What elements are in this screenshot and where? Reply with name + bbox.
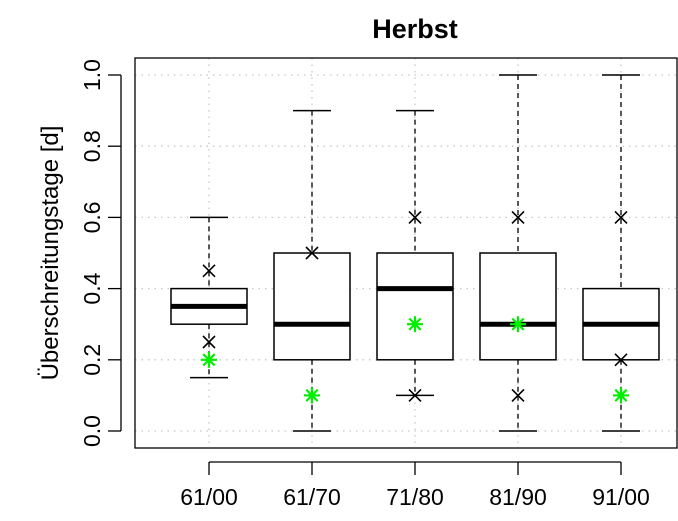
x-tick-label: 71/80 [386,484,444,510]
cross-stroke [614,353,628,367]
x-tick-label: 91/00 [592,484,650,510]
star-stroke [511,317,525,331]
cross-marker [614,353,628,367]
y-tick-label: 0.4 [79,272,105,304]
cross-stroke [408,388,422,402]
box-rect [479,252,557,361]
box-rect [376,252,454,361]
star-stroke [305,388,319,402]
x-axis: 61/00 61/70 71/80 81/90 91/00 [180,461,650,510]
y-axis: 0.0 0.2 0.4 0.6 0.8 1.0 [79,59,122,447]
y-tick-label: 1.0 [79,59,105,91]
cross-stroke [614,210,628,224]
green-star-marker [613,387,629,404]
cross-marker [305,246,319,260]
cross-marker [614,210,628,224]
x-tick-label: 61/70 [283,484,341,510]
box-1 [273,109,351,432]
x-tick-label: 61/00 [180,484,238,510]
cross-stroke [511,210,525,224]
cross-stroke [202,264,216,278]
cross-stroke [305,246,319,260]
plot-frame [134,57,678,449]
star-stroke [614,388,628,402]
chart-title: Herbst [372,14,458,44]
markers [201,210,629,404]
cross-marker [202,264,216,278]
cross-stroke [202,335,216,349]
cross-marker [408,388,422,402]
star-stroke [408,317,422,331]
cross-marker [408,210,422,224]
cross-marker [202,335,216,349]
y-tick-label: 0.0 [79,415,105,447]
box-2 [376,109,454,397]
star-stroke [202,353,216,367]
cross-marker [511,210,525,224]
x-tick-label: 81/90 [489,484,547,510]
box-0 [170,216,248,379]
green-star-marker [510,316,526,333]
box-4 [582,74,660,432]
green-star-marker [407,316,423,333]
green-star-marker [304,387,320,404]
y-tick-label: 0.6 [79,201,105,233]
cross-stroke [511,388,525,402]
y-tick-label: 0.8 [79,130,105,162]
y-axis-label: Überschreitungstage [d] [37,126,64,381]
cross-stroke [408,210,422,224]
green-star-marker [201,351,217,368]
box-rect [273,252,351,361]
cross-marker [511,388,525,402]
y-tick-label: 0.2 [79,344,105,376]
